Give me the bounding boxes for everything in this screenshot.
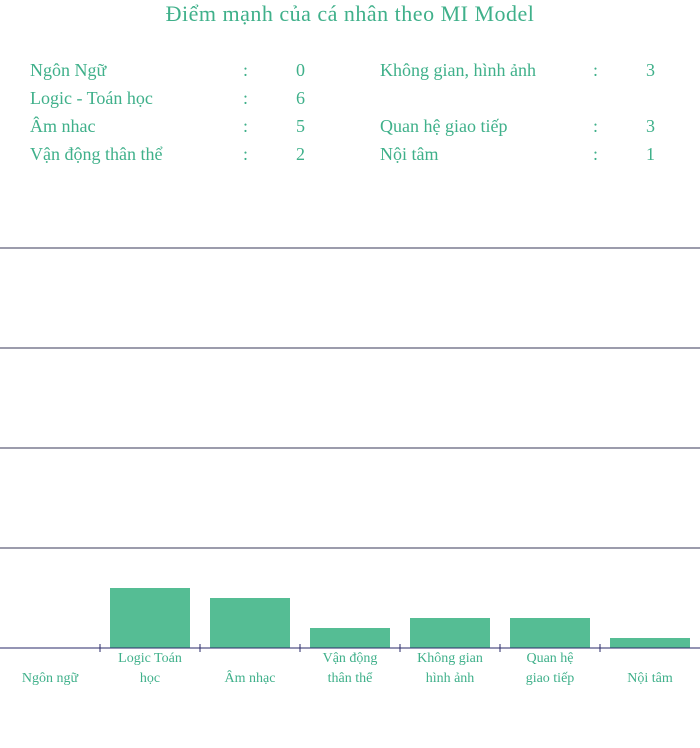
bar-6 [610,638,690,648]
x-tick-label-line: học [140,671,160,686]
score-label: Âm nhac [30,116,96,136]
x-tick-label: Nội tâm [627,671,673,686]
score-value: 2 [296,144,305,164]
x-tick-label-line: thân thể [328,671,373,686]
x-tick-label: Không gian hình ảnh [417,651,483,686]
bar-1 [110,588,190,648]
score-separator: : [243,60,249,80]
x-tick-label-line: Không gian [417,651,483,666]
score-separator: : [243,88,249,108]
score-label: Không gian, hình ảnh [380,60,536,80]
score-label: Ngôn Ngữ [30,60,107,80]
score-label: Quan hệ giao tiếp [380,116,508,136]
x-tick-label: Quan hệ giao tiếp [526,651,575,686]
score-separator: : [593,60,599,80]
bar-3 [310,628,390,648]
x-tick-label-line: Âm nhạc [225,669,276,686]
score-value: 6 [296,88,305,108]
score-value: 3 [646,116,655,136]
x-tick-label: Âm nhạc [225,669,276,686]
bar-2 [210,598,290,648]
score-list: Ngôn Ngữ : 0 Logic - Toán học : 6 Âm nha… [0,56,700,176]
x-tick-label-line: hình ảnh [426,671,475,686]
bar-5 [510,618,590,648]
x-tick-label-line: Logic Toán [118,651,182,666]
x-tick-label-line: Quan hệ [526,651,573,666]
score-separator: : [593,144,599,164]
score-separator: : [593,116,599,136]
x-tick-label-line: Nội tâm [627,671,673,686]
score-separator: : [243,116,249,136]
x-tick-label-line: giao tiếp [526,671,575,686]
x-tick-label: Logic Toán học [118,651,182,686]
page-title: Điểm mạnh của cá nhân theo MI Model [165,1,535,26]
score-label: Logic - Toán học [30,88,153,108]
score-value: 5 [296,116,305,136]
score-separator: : [243,144,249,164]
score-label: Vận động thân thể [30,144,163,164]
x-tick-label-line: Ngôn ngữ [22,671,79,686]
x-tick-label-line: Vận động [323,651,378,666]
x-tick-label: Ngôn ngữ [22,671,79,686]
bar-4 [410,618,490,648]
score-value: 3 [646,60,655,80]
score-value: 0 [296,60,305,80]
score-label: Nội tâm [380,144,439,164]
score-value: 1 [646,144,655,164]
x-tick-label: Vận động thân thể [323,651,378,686]
